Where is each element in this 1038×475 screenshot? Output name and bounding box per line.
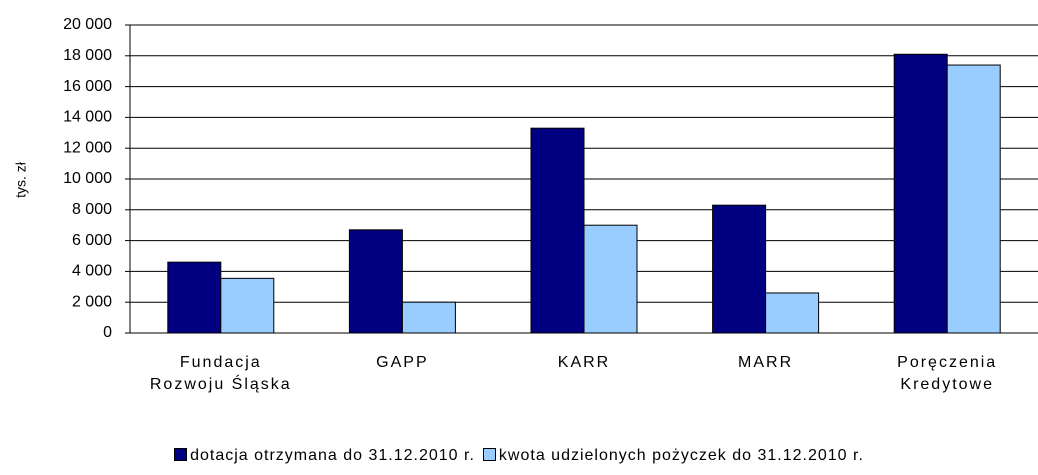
y-tick-label: 6 000 — [72, 232, 112, 249]
y-tick-label: 12 000 — [63, 139, 112, 156]
bar — [530, 127, 585, 334]
y-tick-label: 2 000 — [72, 293, 112, 310]
bar — [401, 301, 456, 334]
bar — [348, 229, 403, 334]
y-tick-label: 10 000 — [63, 170, 112, 187]
legend-item: kwota udzielonych pożyczek do 31.12.2010… — [482, 447, 864, 465]
y-axis-label: tys. zł — [13, 161, 29, 198]
legend-label: kwota udzielonych pożyczek do 31.12.2010… — [498, 447, 864, 464]
bar — [765, 292, 820, 334]
y-tick-label: 20 000 — [63, 16, 112, 33]
legend-item: dotacja otrzymana do 31.12.2010 r. — [174, 447, 475, 465]
x-tick-label: Poręczenia Kredytowe — [897, 354, 998, 393]
x-tick-label: MARR — [738, 354, 794, 371]
legend-swatch — [482, 448, 496, 461]
bar — [220, 277, 275, 334]
x-tick-label: KARR — [557, 354, 611, 371]
y-tick-label: 16 000 — [63, 78, 112, 95]
x-tick-label: GAPP — [376, 354, 429, 371]
y-tick-label: 18 000 — [63, 47, 112, 64]
y-tick-label: 8 000 — [72, 201, 112, 218]
legend: dotacja otrzymana do 31.12.2010 r. kwota … — [0, 447, 1038, 465]
bar — [167, 261, 222, 334]
bar — [946, 64, 1001, 334]
y-tick-label: 0 — [103, 324, 112, 341]
bar — [893, 53, 948, 334]
y-tick-label: 4 000 — [72, 263, 112, 280]
bar — [712, 204, 767, 334]
x-tick-label: Fundacja Rozwoju Śląska — [149, 354, 292, 393]
legend-label: dotacja otrzymana do 31.12.2010 r. — [190, 447, 475, 464]
bar — [583, 224, 638, 334]
y-tick-label: 14 000 — [63, 109, 112, 126]
legend-swatch — [174, 448, 188, 461]
